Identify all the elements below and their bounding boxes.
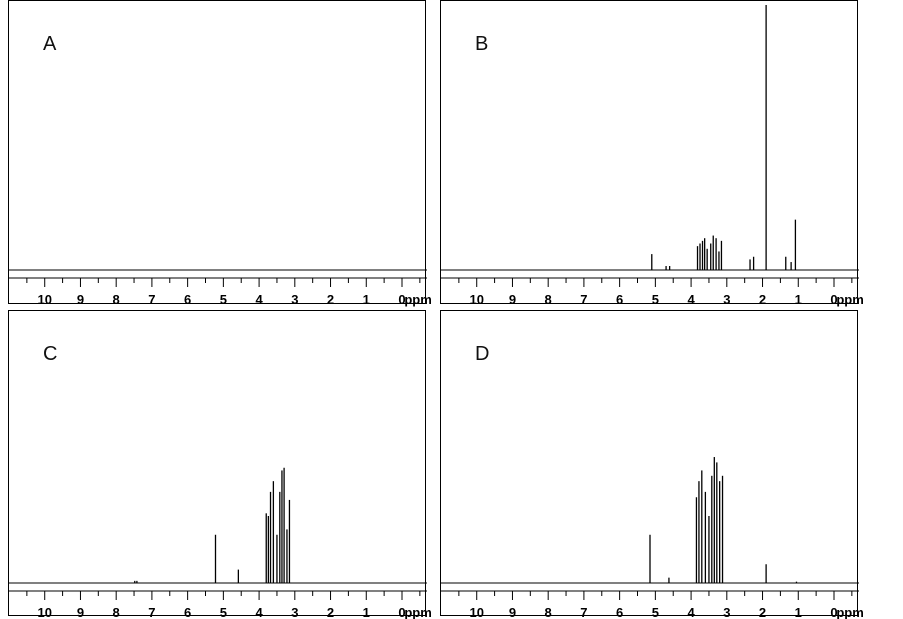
panel-label-c: C: [43, 343, 58, 365]
panel-c-tick-label: 2: [327, 605, 334, 619]
panel-a-tick-label: 0: [398, 292, 405, 307]
panel-d-tick-label: 3: [723, 605, 730, 619]
panel-c-tick-label: 8: [113, 605, 120, 619]
panel-d-tick-label: 1: [795, 605, 802, 619]
panel-c-tick-label: 6: [184, 605, 191, 619]
panel-b-tick-label: 10: [469, 292, 483, 307]
panel-a-tick-label: 1: [363, 292, 370, 307]
panel-d-tick-label: 4: [687, 605, 695, 619]
panel-a-tick-label: 4: [255, 292, 263, 307]
panel-a-tick-label: 2: [327, 292, 334, 307]
panel-b-tick-label: 0: [830, 292, 837, 307]
panel-b-xlabel: ppm: [836, 292, 863, 307]
panel-d-tick-label: 10: [469, 605, 483, 619]
panel-b-tick-label: 7: [580, 292, 587, 307]
panel-c-tick-label: 10: [37, 605, 51, 619]
spectrum-panel-a: A 10 9 8 7 6 5 4 3 2 1 0 ppm: [8, 0, 432, 307]
panel-c-xlabel: ppm: [404, 605, 431, 619]
panel-c-tick-label: 1: [363, 605, 370, 619]
panel-a-tick-label: 8: [113, 292, 120, 307]
spectrum-panel-b: B 10 9 8 7 6 5 4 3 2 1 0 ppm: [440, 0, 864, 307]
panel-label-a: A: [43, 33, 57, 55]
panel-label-d: D: [475, 343, 490, 365]
panel-a-xlabel: ppm: [404, 292, 431, 307]
panel-a-tick-label: 10: [37, 292, 51, 307]
panel-c-tick-label: 3: [291, 605, 298, 619]
panel-b-tick-label: 4: [687, 292, 695, 307]
panel-c-tick-label: 9: [77, 605, 84, 619]
panel-c-tick-label: 7: [148, 605, 155, 619]
panel-d-tick-label: 5: [652, 605, 659, 619]
panel-a-tick-label: 7: [148, 292, 155, 307]
panel-b-tick-label: 1: [795, 292, 802, 307]
panel-a-tick-label: 9: [77, 292, 84, 307]
panel-d-tick-label: 2: [759, 605, 766, 619]
panel-d-xlabel: ppm: [836, 605, 863, 619]
panel-c-tick-label: 4: [255, 605, 263, 619]
panel-d-tick-label: 8: [545, 605, 552, 619]
panel-a-tick-label: 5: [220, 292, 227, 307]
panel-d-tick-label: 7: [580, 605, 587, 619]
panel-b-tick-label: 6: [616, 292, 623, 307]
panel-b-tick-label: 5: [652, 292, 659, 307]
panel-b-tick-label: 8: [545, 292, 552, 307]
spectrum-panel-c: C 10 9 8 7 6 5 4 3 2 1 0 ppm: [8, 310, 432, 619]
panel-d-tick-label: 6: [616, 605, 623, 619]
panel-label-b: B: [475, 33, 489, 55]
panel-c-tick-label: 5: [220, 605, 227, 619]
panel-b-tick-label: 2: [759, 292, 766, 307]
panel-b-tick-label: 3: [723, 292, 730, 307]
spectrum-panel-d: D 10 9 8 7 6 5 4 3 2 1 0 ppm: [440, 310, 864, 619]
panel-b-tick-label: 9: [509, 292, 516, 307]
panel-c-tick-label: 0: [398, 605, 405, 619]
panel-a-tick-label: 3: [291, 292, 298, 307]
panel-d-tick-label: 0: [830, 605, 837, 619]
panel-d-tick-label: 9: [509, 605, 516, 619]
panel-a-tick-label: 6: [184, 292, 191, 307]
